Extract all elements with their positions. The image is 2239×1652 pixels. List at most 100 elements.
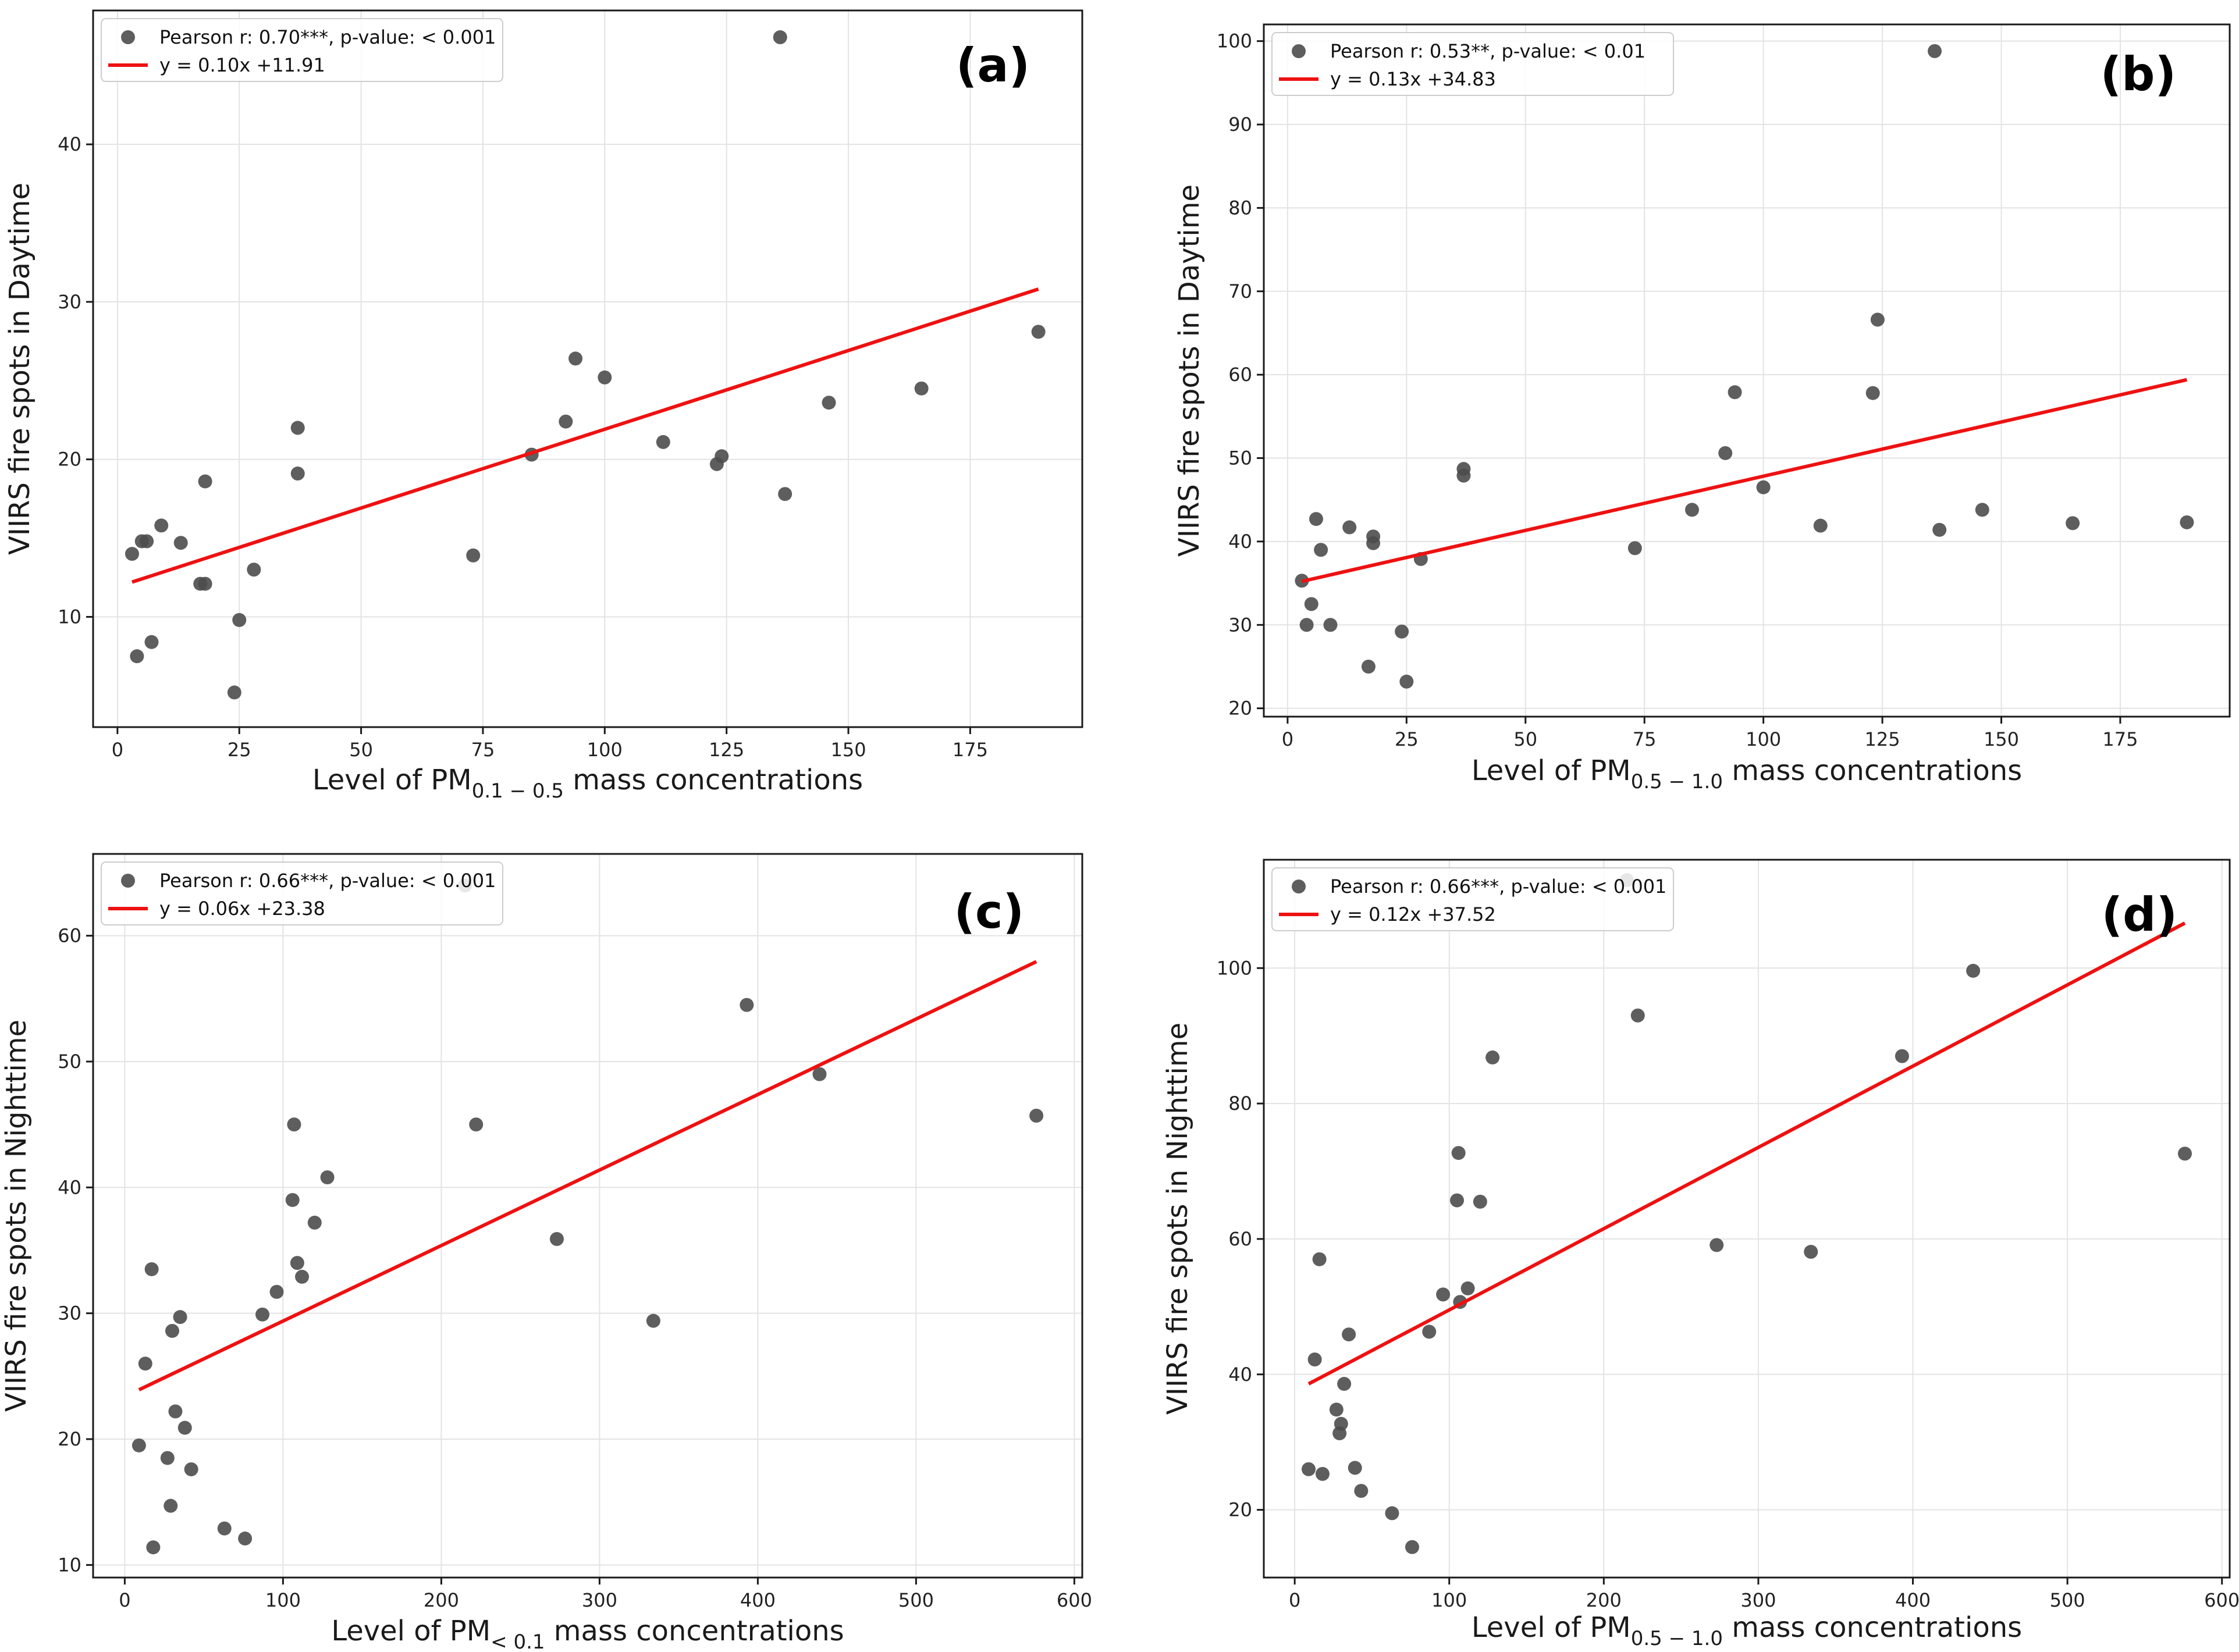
y-tick-label: 20 <box>58 1428 81 1450</box>
data-point <box>773 30 787 45</box>
data-point <box>1728 385 1742 400</box>
x-tick-label: 500 <box>898 1589 934 1611</box>
data-point <box>1451 1146 1466 1160</box>
plot-area <box>1264 24 2230 717</box>
data-point <box>1865 386 1880 400</box>
legend-point-marker <box>1292 880 1306 893</box>
data-point <box>1348 1461 1362 1475</box>
legend-box <box>1271 867 1674 931</box>
chart-panel-d: 0 100 200 300 400 500 600 20 40 60 80 100 Pearson r:… <box>1161 859 2239 1650</box>
chart-panel-a: 0 25 50 75 100 125 150 175 10 20 30 40 Pearson r: 0.… <box>3 9 1083 803</box>
x-axis-label-subscript: 0.5 − 1.0 <box>1631 770 1723 793</box>
data-point <box>307 1215 322 1230</box>
data-point <box>168 1404 183 1419</box>
x-tick-label: 0 <box>112 739 123 761</box>
legend-points-label: Pearson r: 0.53**, p-value: < 0.01 <box>1330 40 1646 62</box>
panel-label-b: (b) <box>2101 47 2176 101</box>
y-tick-label: 40 <box>1228 1363 1252 1386</box>
plot-frame <box>1263 23 2231 718</box>
data-point <box>1329 1402 1344 1417</box>
data-point <box>1395 624 1409 639</box>
y-tick-label: 30 <box>1228 614 1252 636</box>
x-tick-label: 0 <box>119 1589 130 1611</box>
data-point <box>217 1521 232 1536</box>
y-tick-label: 20 <box>1228 1499 1252 1521</box>
data-point <box>1928 44 1942 58</box>
x-axis-label: Level of PM0.5 − 1.0 mass concentrations <box>1472 754 2022 793</box>
legend-box <box>101 861 503 925</box>
regression-line <box>132 287 1039 584</box>
data-point <box>184 1462 198 1476</box>
y-tick-label: 70 <box>1228 280 1252 302</box>
data-point <box>164 1498 178 1513</box>
x-axis-label: Level of PM0.1 − 0.5 mass concentrations <box>312 764 863 803</box>
x-tick-label: 125 <box>709 739 744 761</box>
x-axis-label-prefix: Level of PM <box>1472 1611 1631 1644</box>
y-tick-label: 30 <box>58 1302 81 1325</box>
legend-line-label: y = 0.12x +37.52 <box>1330 903 1496 925</box>
data-point <box>1718 446 1733 460</box>
data-point <box>1473 1194 1487 1209</box>
x-axis-label-subscript: 0.1 − 0.5 <box>472 779 564 803</box>
legend: Pearson r: 0.66***, p-value: < 0.001 y = … <box>1271 867 1674 931</box>
data-point <box>812 1067 827 1081</box>
y-tick-label: 100 <box>1217 957 1252 979</box>
data-point <box>290 421 305 435</box>
legend-point-marker <box>121 874 135 888</box>
data-point <box>255 1307 270 1322</box>
y-tick-label: 80 <box>1228 197 1252 219</box>
x-axis-label-suffix: mass concentrations <box>1723 754 2022 787</box>
y-tick-label: 80 <box>1228 1092 1252 1115</box>
x-tick-label: 175 <box>953 739 988 761</box>
data-point <box>1342 1327 1356 1342</box>
x-axis-label-suffix: mass concentrations <box>564 764 863 796</box>
y-tick-label: 60 <box>1228 1228 1252 1250</box>
data-point <box>1456 462 1471 476</box>
data-point <box>1334 1416 1348 1431</box>
data-point <box>125 547 139 561</box>
x-tick-label: 500 <box>2050 1589 2085 1611</box>
data-point <box>130 649 144 664</box>
x-tick-label: 400 <box>1895 1589 1931 1611</box>
legend-point-marker <box>121 30 135 44</box>
data-point <box>232 613 247 627</box>
data-point <box>238 1531 253 1546</box>
data-point <box>1315 1466 1330 1481</box>
y-tick-label: 20 <box>1228 697 1252 720</box>
data-point <box>469 1117 484 1132</box>
data-point <box>247 562 261 577</box>
data-point <box>1630 1008 1645 1023</box>
x-tick-label: 200 <box>424 1589 459 1611</box>
data-point <box>549 1232 564 1247</box>
data-point <box>160 1451 175 1465</box>
data-point <box>144 635 159 649</box>
data-point <box>466 548 481 562</box>
x-tick-label: 175 <box>2102 728 2138 750</box>
x-tick-label: 150 <box>830 739 866 761</box>
plot-area <box>93 854 1082 1578</box>
y-tick-label: 100 <box>1217 30 1252 52</box>
regression-line <box>1301 378 2188 583</box>
data-point <box>1361 659 1376 674</box>
data-point <box>1314 543 1328 557</box>
legend-line-label: y = 0.10x +11.91 <box>159 54 325 76</box>
y-tick-label: 60 <box>1228 364 1252 386</box>
y-tick-label: 60 <box>58 925 81 947</box>
x-tick-label: 0 <box>1289 1589 1300 1611</box>
data-point <box>1366 529 1381 544</box>
y-tick-label: 20 <box>58 448 81 471</box>
data-point <box>173 536 188 550</box>
data-point <box>287 1117 301 1132</box>
data-point <box>227 685 241 700</box>
data-point <box>1323 618 1338 632</box>
legend-line-label: y = 0.13x +34.83 <box>1330 68 1496 90</box>
x-tick-label: 125 <box>1865 728 1900 750</box>
legend: Pearson r: 0.53**, p-value: < 0.01 y = 0.… <box>1271 32 1674 96</box>
data-point <box>646 1313 660 1328</box>
data-point <box>144 1262 159 1276</box>
data-point <box>295 1269 310 1284</box>
plot-frame <box>92 9 1083 728</box>
data-point <box>2177 1147 2192 1161</box>
data-point <box>598 370 612 384</box>
x-axis-label-subscript: < 0.1 <box>491 1630 545 1652</box>
